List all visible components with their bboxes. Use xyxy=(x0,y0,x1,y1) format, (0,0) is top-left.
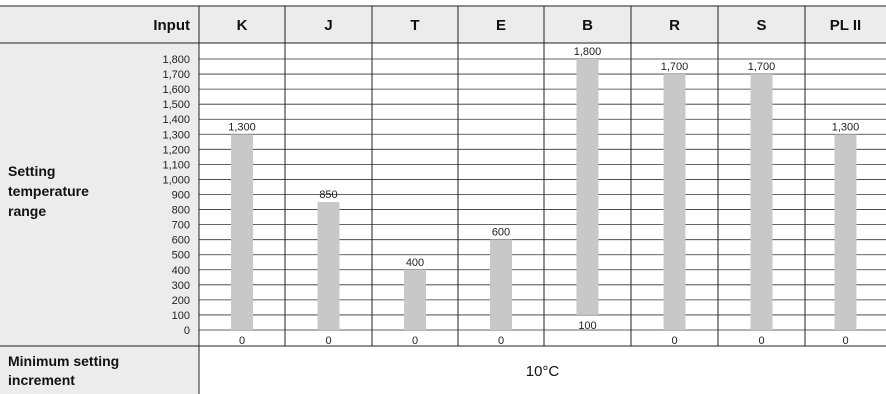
y-tick-label: 800 xyxy=(172,205,190,217)
table-background xyxy=(0,6,886,394)
min-value-label: 0 xyxy=(758,335,764,347)
range-bar xyxy=(317,202,340,330)
max-value-label: 600 xyxy=(492,227,510,239)
y-tick-label: 400 xyxy=(172,265,190,277)
min-value-label: 0 xyxy=(671,335,677,347)
y-tick-label: 100 xyxy=(172,310,190,322)
input-type-header: PL II xyxy=(830,17,861,34)
y-tick-label: 1,800 xyxy=(162,54,190,66)
range-bar xyxy=(834,134,857,330)
max-value-label: 1,700 xyxy=(661,61,689,73)
max-value-label: 850 xyxy=(319,189,337,201)
min-value-label: 100 xyxy=(578,320,596,332)
min-value-label: 0 xyxy=(239,335,245,347)
setting-temperature-range-label: Setting temperature range xyxy=(8,163,89,219)
y-tick-label: 1,700 xyxy=(162,69,190,81)
y-tick-label: 1,000 xyxy=(162,174,190,186)
y-tick-label: 1,200 xyxy=(162,144,190,156)
minimum-setting-increment-value: 10°C xyxy=(526,363,560,380)
y-tick-label: 500 xyxy=(172,250,190,262)
min-value-label: 0 xyxy=(325,335,331,347)
input-type-header: K xyxy=(237,17,248,34)
chart-labels: 1,300 0 K 850 0 J 400 0 T 600 0 E 1,800 100 B 1,700 0 R 1,… xyxy=(8,17,861,388)
range-bar xyxy=(490,239,512,330)
range-bar xyxy=(231,134,253,330)
y-tick-label: 200 xyxy=(172,295,190,307)
min-value-label: 0 xyxy=(412,335,418,347)
range-bar xyxy=(663,74,686,330)
y-tick-label: 300 xyxy=(172,280,190,292)
input-type-header: S xyxy=(756,17,766,34)
input-type-header: J xyxy=(324,17,332,34)
input-type-header: T xyxy=(410,17,419,34)
range-bar xyxy=(750,74,773,330)
min-value-label: 0 xyxy=(842,335,848,347)
y-tick-label: 1,500 xyxy=(162,99,190,111)
input-type-header: R xyxy=(669,17,680,34)
max-value-label: 1,300 xyxy=(832,121,860,133)
max-value-label: 1,800 xyxy=(574,46,602,58)
minimum-setting-increment-label: Minimum setting increment xyxy=(8,353,119,388)
range-bar xyxy=(404,269,426,330)
header-background xyxy=(0,6,886,43)
input-type-header: B xyxy=(582,17,593,34)
y-tick-label: 1,600 xyxy=(162,84,190,96)
max-value-label: 1,300 xyxy=(228,121,256,133)
table-borders xyxy=(0,5,886,394)
y-tick-label: 0 xyxy=(184,325,190,337)
chart-gridlines xyxy=(199,58,886,331)
y-tick-label: 1,100 xyxy=(162,159,190,171)
y-tick-label: 1,300 xyxy=(162,129,190,141)
max-value-label: 1,700 xyxy=(748,61,776,73)
range-bar xyxy=(576,59,599,315)
y-tick-label: 1,400 xyxy=(162,114,190,126)
input-header-label: Input xyxy=(153,17,190,34)
y-tick-label: 700 xyxy=(172,220,190,232)
y-tick-label: 600 xyxy=(172,235,190,247)
min-value-label: 0 xyxy=(498,335,504,347)
y-tick-label: 900 xyxy=(172,190,190,202)
max-value-label: 400 xyxy=(406,257,424,269)
input-type-header: E xyxy=(496,17,506,34)
chart-bars xyxy=(231,59,857,330)
label-column-background xyxy=(0,43,199,394)
